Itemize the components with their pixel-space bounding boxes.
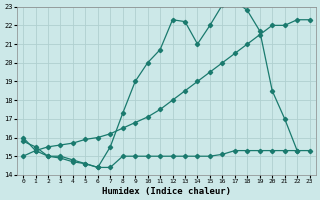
X-axis label: Humidex (Indice chaleur): Humidex (Indice chaleur) [102,187,231,196]
